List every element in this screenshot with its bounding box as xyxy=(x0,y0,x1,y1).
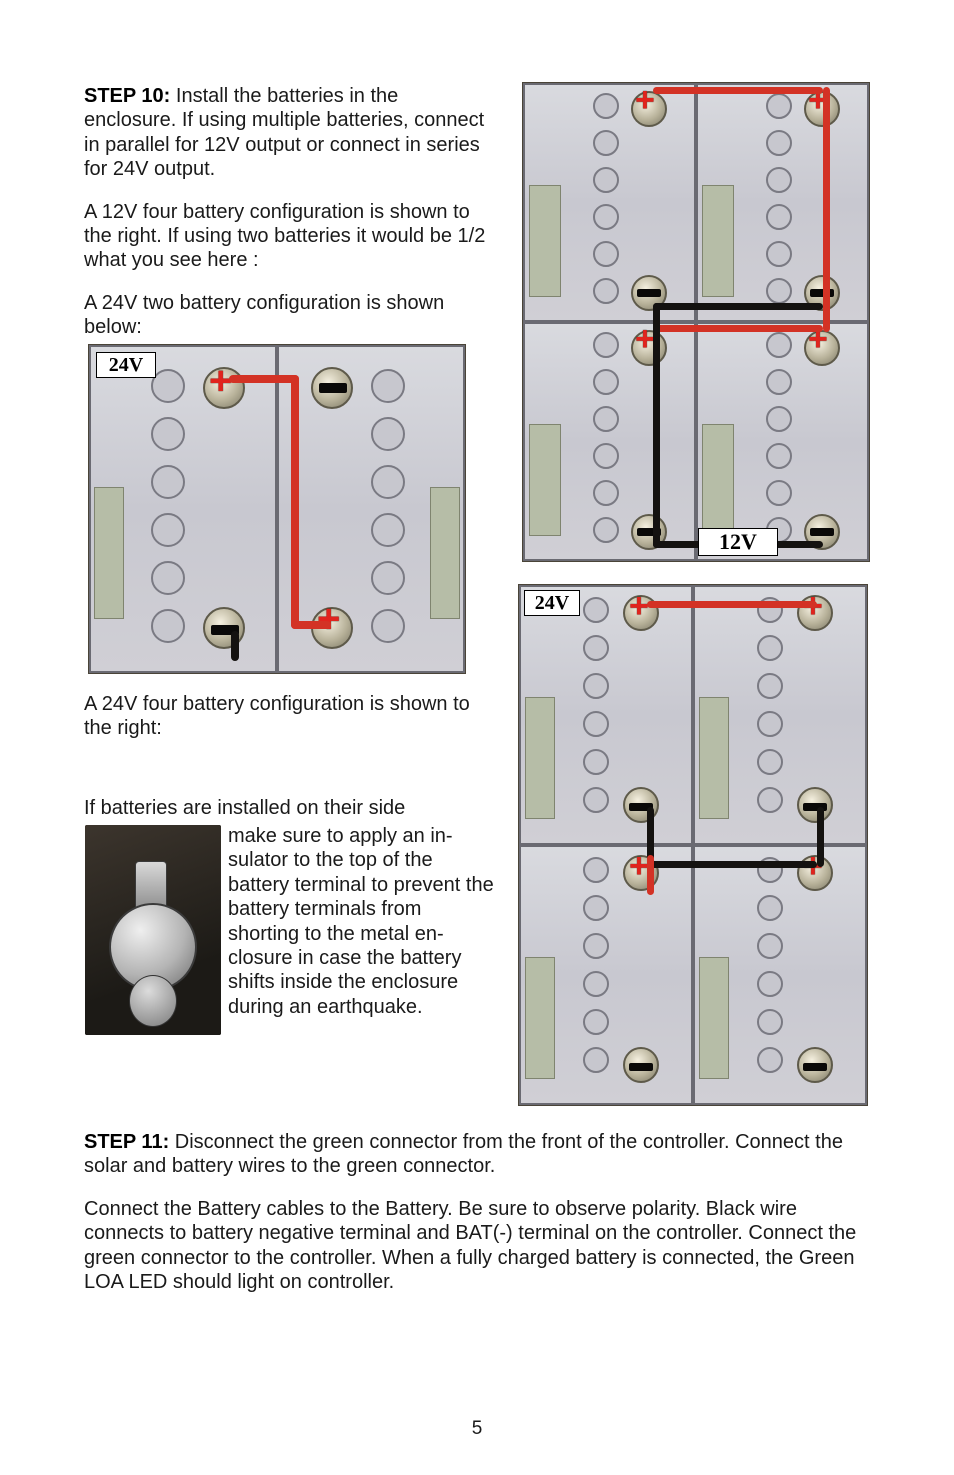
step10-p2: A 12V four battery configuration is show… xyxy=(84,200,494,273)
step11-label: STEP 11: xyxy=(84,1131,169,1153)
step10-text-block: STEP 10: Install the batteries in the en… xyxy=(84,84,494,358)
figure-terminal-insulator xyxy=(85,825,221,1035)
step11-p1-text: Disconnect the green connector from the … xyxy=(84,1131,843,1177)
figure-12v-four-battery: + + xyxy=(522,82,870,562)
figure-24v-two-badge-text: 24V xyxy=(109,354,143,376)
figure-24v-two-badge: 24V xyxy=(96,352,156,378)
step10-intro: STEP 10: Install the batteries in the en… xyxy=(84,84,494,182)
step10-p4: A 24V four battery configuration is show… xyxy=(84,692,494,741)
step11-p2: Connect the Battery cables to the Batter… xyxy=(84,1197,872,1295)
page-number: 5 xyxy=(0,1418,954,1440)
figure-24v-two-battery: + + 24V xyxy=(88,344,466,674)
figure-24v-four-battery: + + xyxy=(518,584,868,1106)
step11-text-block: STEP 11: Disconnect the green connector … xyxy=(84,1130,872,1312)
page: STEP 10: Install the batteries in the en… xyxy=(0,0,954,1475)
figure-12v-badge: 12V xyxy=(698,528,778,556)
step10-side-rest: make sure to apply an in­sulator to the … xyxy=(228,824,498,1019)
step10-p3: A 24V two battery configuration is shown… xyxy=(84,291,494,340)
figure-12v-badge-text: 12V xyxy=(719,529,757,554)
step10-label: STEP 10: xyxy=(84,85,170,107)
step10-mid-text: A 24V four battery configuration is show… xyxy=(84,692,494,759)
step11-p1: STEP 11: Disconnect the green connector … xyxy=(84,1130,872,1179)
figure-24v-four-badge-text: 24V xyxy=(535,592,569,614)
figure-24v-four-badge: 24V xyxy=(524,590,580,616)
step10-side-intro: If batteries are installed on their side xyxy=(84,796,492,820)
